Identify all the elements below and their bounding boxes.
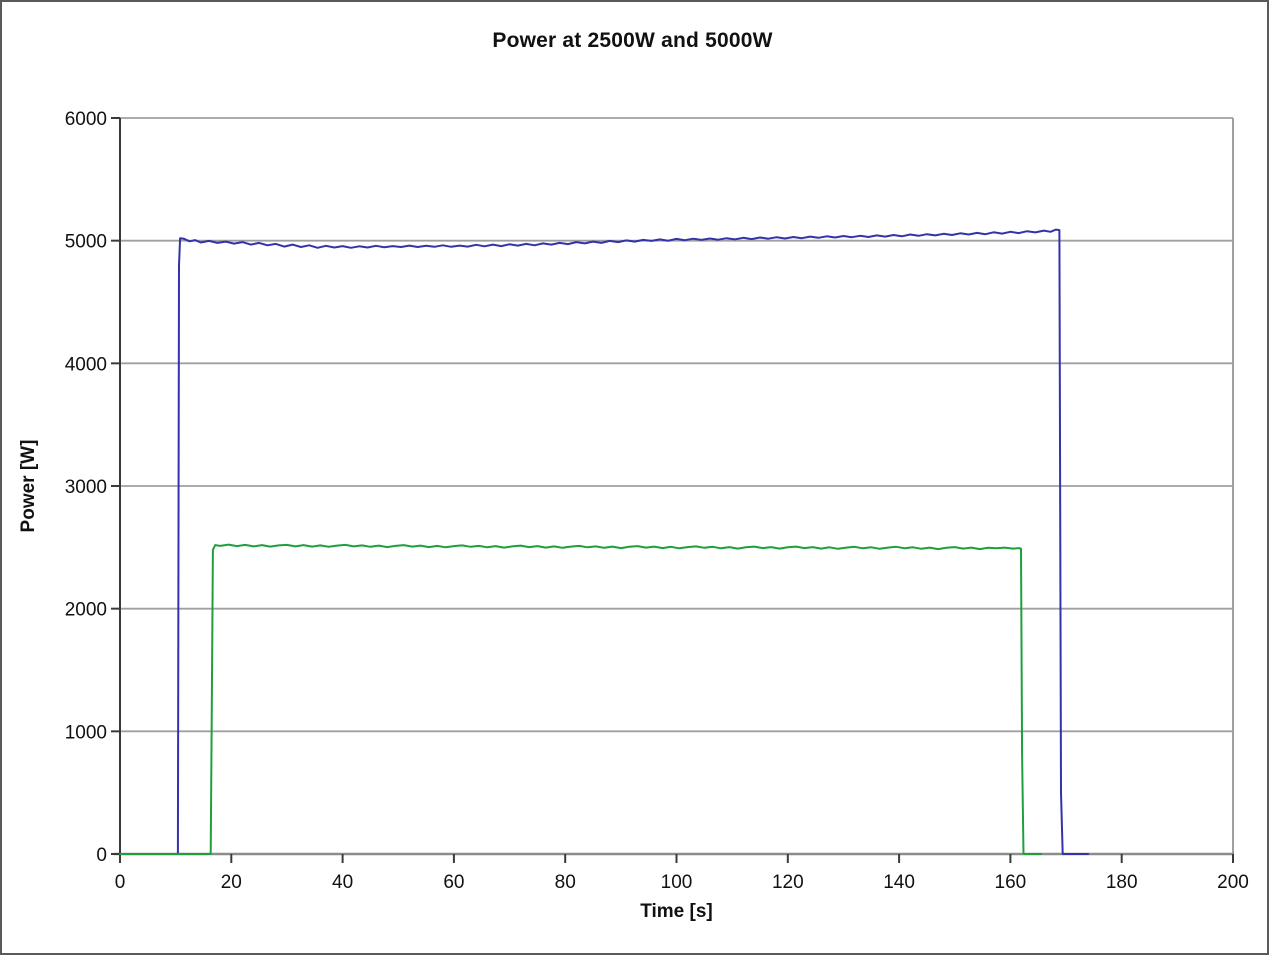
- x-tick-label-180: 180: [1106, 872, 1138, 893]
- x-tick-label-160: 160: [995, 872, 1027, 893]
- y-tick-label-5000: 5000: [65, 232, 107, 253]
- x-tick-label-200: 200: [1217, 872, 1249, 893]
- y-tick-label-2000: 2000: [65, 600, 107, 621]
- x-tick-label-120: 120: [772, 872, 804, 893]
- power-2500w-line: [119, 543, 1042, 855]
- y-tick-label-4000: 4000: [65, 354, 107, 375]
- x-tick-label-40: 40: [332, 872, 353, 893]
- power-5000w-line: [176, 228, 1090, 855]
- y-tick-label-6000: 6000: [65, 109, 107, 130]
- x-tick-label-140: 140: [883, 872, 915, 893]
- x-tick-label-60: 60: [443, 872, 464, 893]
- chart-title: Power at 2500W and 5000W: [492, 29, 773, 52]
- y-tick-label-1000: 1000: [65, 722, 107, 743]
- x-axis-title: Time [s]: [640, 901, 713, 922]
- y-tick-label-0: 0: [96, 845, 107, 866]
- x-tick-label-0: 0: [115, 872, 126, 893]
- x-tick-label-80: 80: [555, 872, 576, 893]
- x-tick-label-20: 20: [221, 872, 242, 893]
- y-axis-title: Power [W]: [18, 440, 39, 533]
- y-tick-label-3000: 3000: [65, 477, 107, 498]
- x-tick-label-100: 100: [661, 872, 693, 893]
